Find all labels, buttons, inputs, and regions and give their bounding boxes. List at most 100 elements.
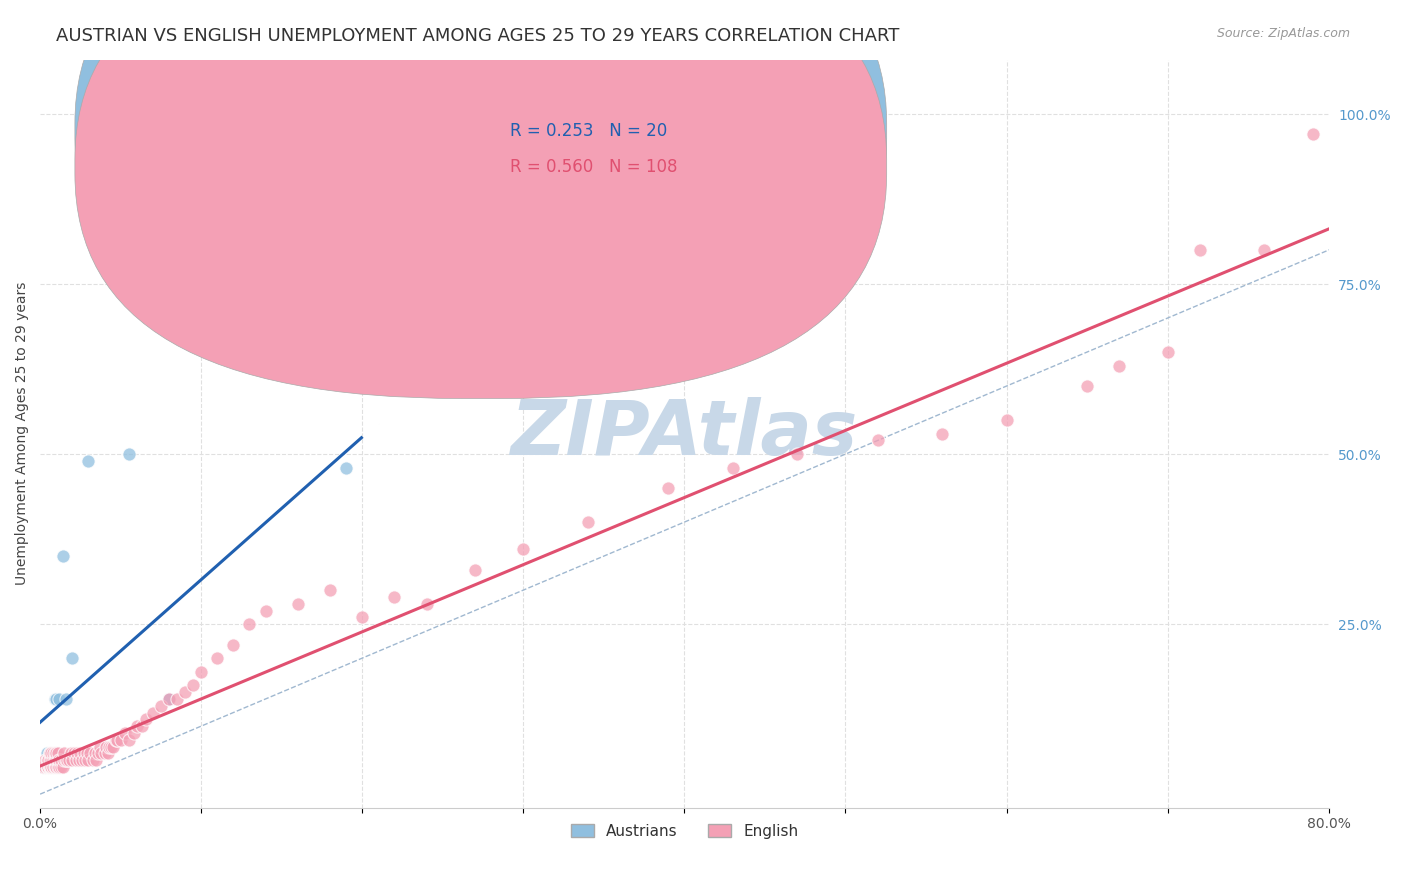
Point (125, 719, 148, 733)
Point (657, 481, 679, 495)
Point (89, 739, 111, 754)
Text: ZIPAtlas: ZIPAtlas (510, 397, 858, 471)
Point (49, 760, 72, 774)
Legend: Austrians, English: Austrians, English (564, 818, 804, 845)
Point (35, 747, 58, 761)
Point (157, 692, 180, 706)
Point (157, 692, 180, 706)
Text: R = 0.253   N = 20: R = 0.253 N = 20 (510, 121, 668, 140)
Point (67, 753, 90, 767)
Point (37, 753, 59, 767)
Point (34, 760, 56, 774)
Point (48, 692, 70, 706)
Point (1108, 359, 1130, 373)
Point (35, 760, 58, 774)
Point (97, 747, 120, 761)
Point (46, 760, 69, 774)
Point (65, 753, 87, 767)
Point (415, 597, 437, 611)
Point (995, 413, 1018, 427)
Point (42, 753, 65, 767)
Point (72, 747, 94, 761)
Point (174, 685, 197, 699)
Point (114, 726, 136, 740)
Text: R = 0.560   N = 108: R = 0.560 N = 108 (510, 158, 678, 176)
Point (66, 747, 89, 761)
Point (122, 726, 145, 740)
Point (142, 706, 165, 720)
Point (45, 753, 67, 767)
Point (76, 747, 98, 761)
Point (87, 747, 110, 761)
Point (1302, 128, 1324, 142)
Point (44, 692, 66, 706)
Point (335, 460, 357, 475)
Point (131, 719, 153, 733)
Point (38, 747, 60, 761)
Text: AUSTRIAN VS ENGLISH UNEMPLOYMENT AMONG AGES 25 TO 29 YEARS CORRELATION CHART: AUSTRIAN VS ENGLISH UNEMPLOYMENT AMONG A… (56, 27, 900, 45)
Point (45, 692, 67, 706)
Point (41, 760, 63, 774)
Point (60, 753, 83, 767)
Point (42, 753, 65, 767)
Point (38, 747, 60, 761)
Point (46, 747, 69, 761)
Point (59, 747, 82, 761)
Point (38, 760, 60, 774)
Point (34, 753, 56, 767)
Point (52, 760, 75, 774)
Point (60, 651, 83, 665)
Point (384, 590, 406, 604)
Point (1253, 243, 1275, 257)
Point (32, 760, 55, 774)
Point (42, 760, 65, 774)
Point (118, 732, 141, 747)
Point (166, 692, 188, 706)
Point (101, 739, 124, 754)
Point (37, 760, 59, 774)
Point (46, 753, 69, 767)
Point (38, 753, 60, 767)
Point (44, 753, 66, 767)
Point (157, 692, 180, 706)
Point (931, 426, 953, 441)
Point (135, 712, 157, 726)
Point (93, 747, 115, 761)
Point (35, 753, 58, 767)
Point (37, 753, 59, 767)
Point (786, 447, 808, 461)
FancyBboxPatch shape (75, 0, 887, 399)
Point (41, 760, 63, 774)
Point (222, 638, 245, 652)
FancyBboxPatch shape (446, 108, 775, 194)
Text: Source: ZipAtlas.com: Source: ZipAtlas.com (1216, 27, 1350, 40)
Point (721, 460, 744, 475)
Point (63, 747, 86, 761)
Point (866, 434, 889, 448)
Point (238, 617, 260, 632)
Point (44, 747, 66, 761)
Point (53, 747, 76, 761)
Point (42, 747, 65, 761)
Point (55, 753, 77, 767)
Point (41, 747, 63, 761)
Point (576, 515, 599, 529)
Point (98, 739, 121, 754)
Point (37, 760, 59, 774)
Point (38, 760, 60, 774)
Point (48, 753, 70, 767)
Point (69, 747, 91, 761)
Point (100, 739, 122, 754)
Point (53, 753, 76, 767)
Point (70, 753, 93, 767)
Point (45, 747, 67, 761)
Point (77, 454, 100, 468)
Point (37, 760, 59, 774)
Point (49, 753, 72, 767)
Point (190, 665, 212, 679)
Point (32, 760, 55, 774)
Point (1156, 345, 1178, 359)
Point (77, 753, 100, 767)
Point (104, 732, 127, 747)
Point (287, 597, 309, 611)
